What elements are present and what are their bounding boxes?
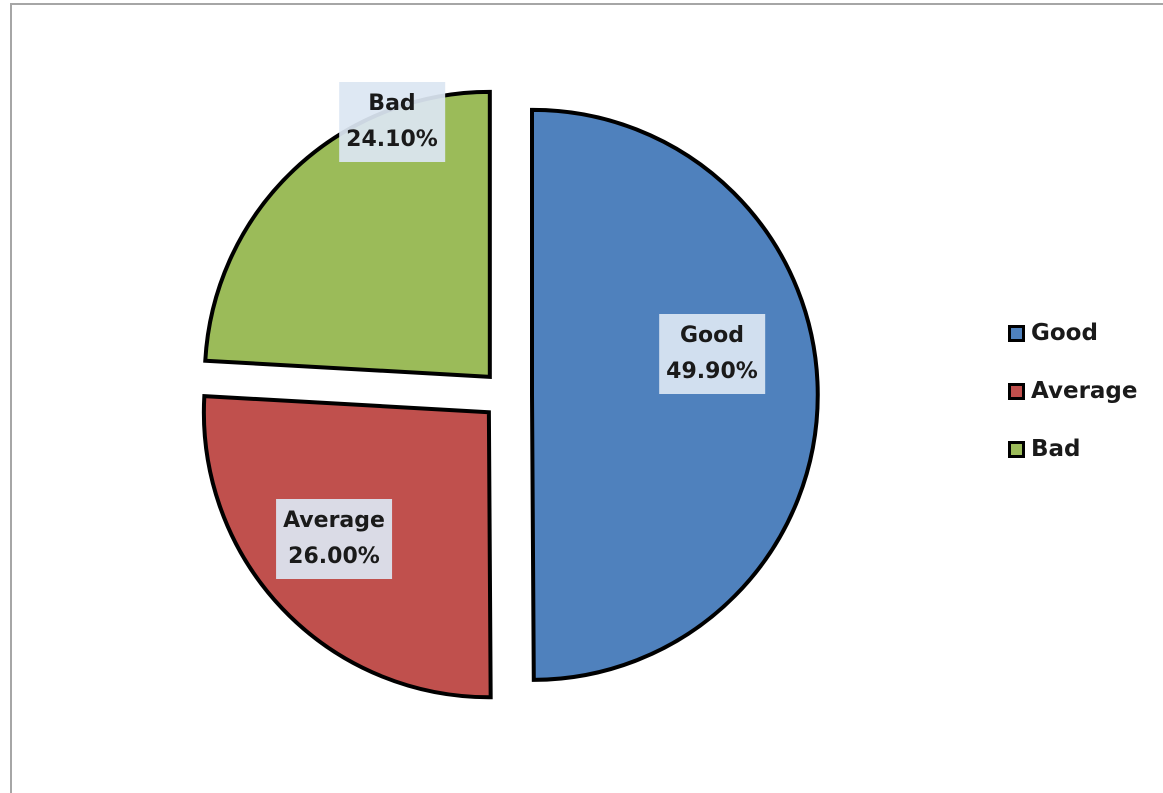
legend: Good Average Bad (1008, 318, 1138, 492)
data-label-bad: Bad 24.10% (339, 82, 445, 162)
data-label-average: Average 26.00% (276, 499, 392, 579)
legend-swatch-good (1008, 324, 1025, 342)
legend-swatch-bad (1008, 440, 1025, 458)
data-label-bad-category: Bad (368, 91, 416, 116)
data-label-good-value: 49.90% (666, 359, 758, 384)
legend-item-bad: Bad (1008, 434, 1138, 464)
pie-slice-good (530, 107, 820, 682)
data-label-bad-value: 24.10% (346, 127, 438, 152)
data-label-good: Good 49.90% (659, 314, 765, 394)
chart-area (10, 3, 1163, 793)
data-label-average-category: Average (283, 508, 385, 533)
legend-item-average: Average (1008, 376, 1138, 406)
legend-swatch-average (1008, 382, 1025, 400)
legend-label-good: Good (1031, 320, 1098, 346)
data-label-average-value: 26.00% (288, 544, 380, 569)
data-label-good-category: Good (679, 323, 745, 348)
legend-label-average: Average (1031, 378, 1138, 404)
legend-item-good: Good (1008, 318, 1138, 348)
legend-label-bad: Bad (1031, 436, 1081, 462)
